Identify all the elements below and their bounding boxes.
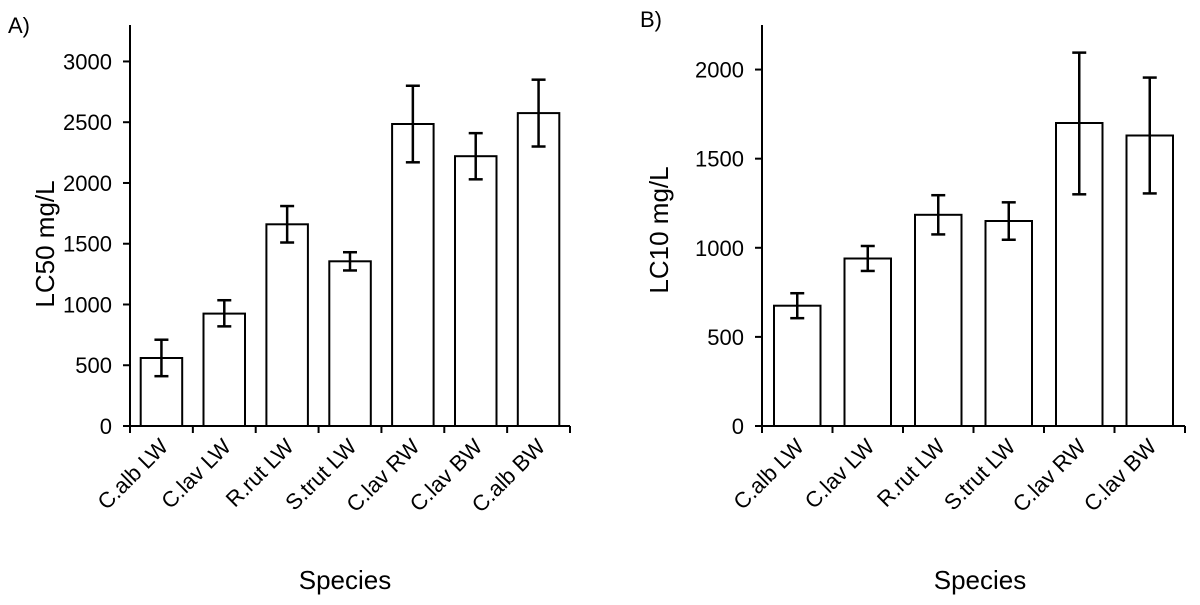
panel-b-y-tick-label-2: 500 xyxy=(707,325,744,350)
panel-b-y-tick-label-1: 0 xyxy=(732,414,744,439)
panel-b-y-axis-title: LC10 mg/L xyxy=(644,166,674,293)
panel-a-bar-7 xyxy=(516,112,561,427)
panel-a-bar-2 xyxy=(202,312,246,428)
panel-a-label: A) xyxy=(8,13,30,38)
panel-b-y-tick-label-3: 1000 xyxy=(695,236,744,261)
panel-b-error-bar-4 xyxy=(1001,201,1016,242)
panel-b-y-tick-label-4: 1500 xyxy=(695,147,744,172)
panel-b-bar-2 xyxy=(843,257,892,427)
panel-a-y-tick-label-6: 2500 xyxy=(63,110,112,135)
panel-b-bar-1 xyxy=(773,304,822,428)
panel-b-category-label-3: R.rut LW xyxy=(872,434,950,512)
panel-b-error-bar-2 xyxy=(860,244,875,273)
panel-a-error-bar-7 xyxy=(531,78,546,148)
panel-b-error-bar-3 xyxy=(931,193,946,236)
panel-b-error-bar-1 xyxy=(790,291,805,320)
panel-b-y-tick-label-5: 2000 xyxy=(695,58,744,83)
panel-a-x-axis-title: Species xyxy=(299,565,392,595)
panel-b-error-bar-5 xyxy=(1072,51,1087,196)
panel-a-error-bar-5 xyxy=(405,84,420,164)
panel-a-y-axis-title: LC50 mg/L xyxy=(30,180,60,307)
panel-a-y-tick-label-4: 1500 xyxy=(63,232,112,257)
panel-a-category-label-1: C.alb LW xyxy=(92,434,173,515)
panel-b-category-label-1: C.alb LW xyxy=(728,434,809,515)
panel-b-category-label-2: C.lav LW xyxy=(800,434,880,514)
panel-b: B) Species LC10 mg/L C.alb LWC.lav LWR.r… xyxy=(640,7,1186,595)
panel-a-error-bar-4 xyxy=(343,250,357,272)
panel-a-bar-3 xyxy=(265,223,309,427)
panel-a-bar-4 xyxy=(328,260,372,427)
panel-a-y-tick-label-3: 1000 xyxy=(63,292,112,317)
panel-b-error-bar-6 xyxy=(1142,76,1157,195)
panel-b-category-label-5: C.lav RW xyxy=(1008,434,1091,517)
panel-a-y-tick-label-5: 2000 xyxy=(63,171,112,196)
panel-b-bar-4 xyxy=(984,220,1033,427)
panel-a-y-tick-label-2: 500 xyxy=(75,353,112,378)
panel-a-bar-5 xyxy=(391,123,435,427)
panel-b-category-label-4: S.trut LW xyxy=(939,434,1021,516)
panel-b-bar-3 xyxy=(914,213,963,427)
panel-a-error-bar-6 xyxy=(468,131,483,181)
panel-a-bar-6 xyxy=(454,155,498,427)
panel-b-x-axis-title: Species xyxy=(934,565,1027,595)
panel-a-error-bar-3 xyxy=(280,204,295,244)
panel-b-category-label-6: C.lav BW xyxy=(1079,434,1162,517)
panel-a-error-bar-1 xyxy=(154,338,169,378)
panel-a: A) Species LC50 mg/L C.alb LWC.lav LWR.r… xyxy=(8,13,571,595)
panel-a-category-label-2: C.lav LW xyxy=(156,434,236,514)
panel-a-error-bar-2 xyxy=(217,298,232,328)
panel-b-label: B) xyxy=(640,7,662,32)
panel-a-y-tick-label-1: 0 xyxy=(100,414,112,439)
panel-a-y-tick-label-7: 3000 xyxy=(63,49,112,74)
